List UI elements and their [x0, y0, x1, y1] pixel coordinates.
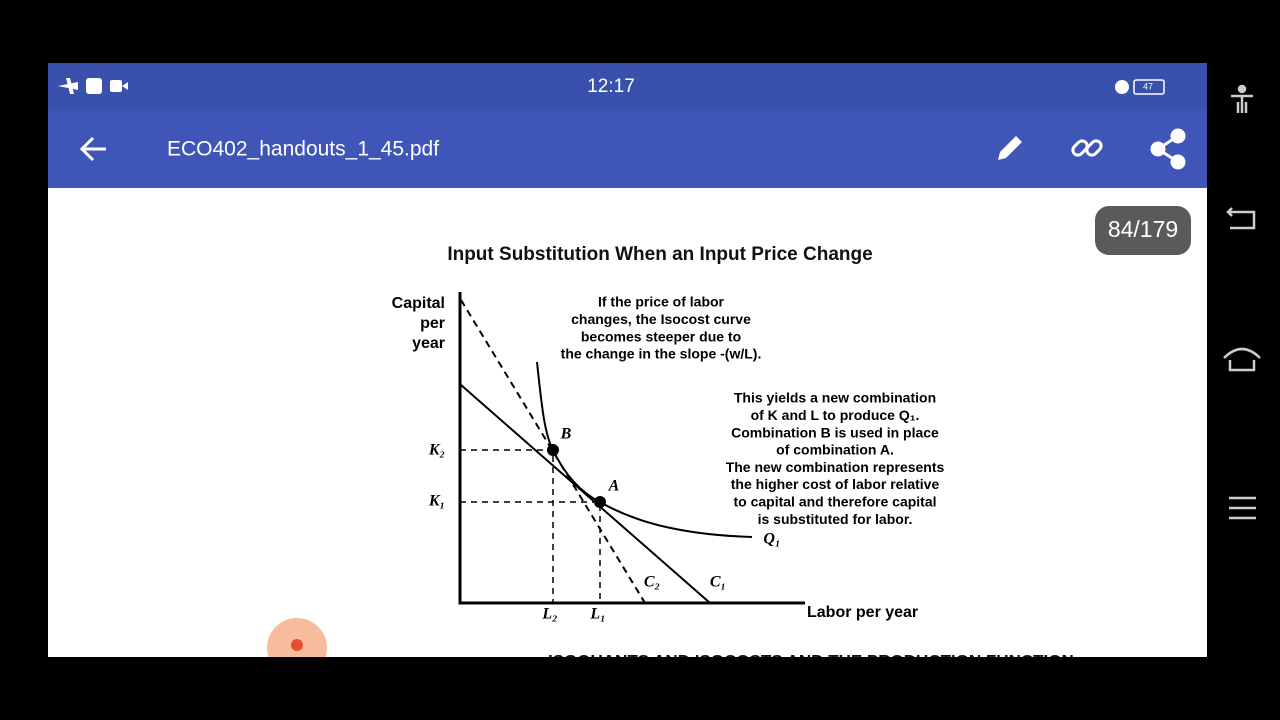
nav-bar	[1223, 84, 1261, 520]
clock: 12:17	[587, 76, 635, 97]
figure-title: Input Substitution When an Input Price C…	[447, 244, 872, 265]
status-bar	[48, 63, 1207, 109]
isoquant-q1	[536, 361, 753, 538]
battery-level: 47	[1143, 81, 1153, 91]
annotation-line: the change in the slope -(w/L).	[561, 346, 762, 362]
share-button[interactable]	[1150, 128, 1186, 170]
b-label: B	[560, 426, 572, 443]
l1-label: L₁	[589, 606, 605, 623]
status-icons	[58, 78, 1165, 95]
back-button[interactable]	[79, 136, 106, 162]
y-axis-label: Capital	[392, 295, 445, 312]
a-label: A	[608, 478, 620, 495]
y-axis-label: year	[412, 335, 445, 352]
touch-indicator	[267, 618, 327, 657]
q1-label: Q₁	[763, 531, 780, 548]
y-axis-label: per	[420, 315, 445, 332]
edit-button[interactable]	[998, 136, 1022, 160]
c2-label: C₂	[644, 574, 660, 591]
annotation-line: changes, the Isocost curve	[571, 311, 751, 327]
axes	[458, 292, 805, 605]
c1-label: C₁	[710, 574, 726, 591]
annotation-line: the higher cost of labor relative	[731, 476, 940, 492]
point-b	[547, 444, 559, 456]
annotation-line: This yields a new combination	[734, 390, 936, 406]
page-indicator-bg	[1095, 206, 1191, 255]
annotation-line: If the price of labor	[598, 294, 725, 310]
file-title: ECO402_handouts_1_45.pdf	[167, 138, 439, 161]
point-a	[594, 496, 606, 508]
l2-label: L₂	[541, 606, 557, 623]
annotation-line: of K and L to produce Q₁.	[751, 407, 920, 423]
link-button[interactable]	[1071, 139, 1103, 157]
touch-dot	[291, 639, 303, 651]
accessibility-button[interactable]	[1231, 84, 1253, 113]
annotation-line: becomes steeper due to	[581, 328, 741, 344]
page-indicator: 84/179	[1108, 216, 1178, 242]
home-nav[interactable]	[1223, 347, 1261, 372]
annotation-line: to capital and therefore capital	[733, 494, 936, 510]
annotation-line: Combination B is used in place	[731, 424, 939, 440]
k1-label: K₁	[428, 493, 445, 510]
x-axis-label: Labor per year	[807, 604, 918, 621]
next-heading: ISOQUANTS AND ISOCOSTS AND THE PRODUCTIO…	[548, 651, 1074, 670]
menu-nav[interactable]	[1229, 496, 1256, 520]
annotation-line: The new combination represents	[726, 459, 945, 475]
annotation-line: is substituted for labor.	[758, 511, 913, 527]
document-page	[48, 188, 1207, 657]
back-nav[interactable]	[1226, 207, 1256, 230]
annotation-line: of combination A.	[776, 442, 894, 458]
k2-label: K₂	[428, 442, 445, 459]
